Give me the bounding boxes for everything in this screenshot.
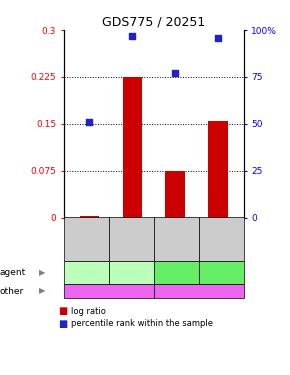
Title: GDS775 / 20251: GDS775 / 20251: [102, 16, 205, 29]
Point: [173, 70, 177, 76]
Text: typical: typical: [93, 286, 124, 296]
Bar: [80, 216, 99, 217]
Text: olanzap
ine: olanzap ine: [165, 267, 188, 278]
Text: agent: agent: [0, 268, 26, 277]
Text: GSM25981: GSM25981: [172, 218, 181, 259]
Text: ▶: ▶: [39, 268, 46, 277]
Point: [130, 33, 135, 39]
Text: GSM25980: GSM25980: [82, 218, 91, 260]
Text: GSM25983: GSM25983: [127, 218, 136, 260]
Text: thioridazin
e: thioridazin e: [116, 267, 147, 278]
Bar: [208, 121, 228, 218]
Text: ■: ■: [58, 306, 67, 316]
Text: quetiapi
ne: quetiapi ne: [209, 267, 233, 278]
Point: [87, 119, 92, 125]
Text: atypical: atypical: [181, 286, 217, 296]
Bar: [123, 77, 142, 218]
Point: [215, 34, 220, 40]
Text: GSM25982: GSM25982: [217, 218, 226, 259]
Text: log ratio: log ratio: [71, 307, 106, 316]
Text: chlorprom
azwine: chlorprom azwine: [71, 267, 101, 278]
Text: other: other: [0, 286, 24, 296]
Text: ▶: ▶: [39, 286, 46, 296]
Bar: [166, 171, 185, 217]
Text: percentile rank within the sample: percentile rank within the sample: [71, 319, 213, 328]
Text: ■: ■: [58, 319, 67, 328]
